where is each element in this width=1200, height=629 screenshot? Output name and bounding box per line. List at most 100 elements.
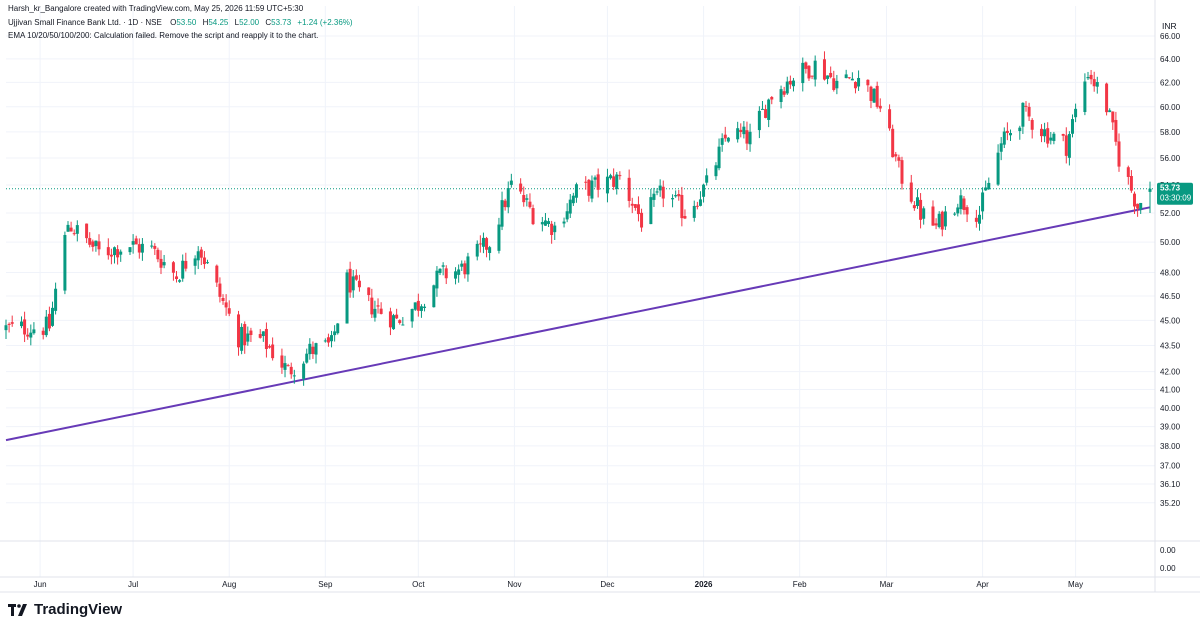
candle-body (271, 344, 275, 359)
candle (398, 319, 402, 325)
candle (1105, 82, 1109, 116)
candle (547, 217, 551, 228)
candle-body (388, 311, 392, 328)
author-line: Harsh_kr_Bangalore created with TradingV… (8, 4, 304, 13)
ema-indicator-legend[interactable]: EMA 10/20/50/100/200: Calculation failed… (8, 31, 318, 40)
candle-body (844, 74, 848, 79)
candle (531, 204, 535, 226)
candle (1074, 103, 1078, 123)
tradingview-logo[interactable]: TradingView (8, 601, 122, 618)
candle-body (677, 194, 681, 197)
candle-body (779, 89, 783, 102)
candle-body (891, 128, 895, 158)
candle (1039, 124, 1043, 143)
candle-body (525, 198, 529, 200)
candle-body (32, 329, 36, 334)
candle-body (937, 213, 941, 227)
candle (919, 193, 923, 229)
currency-label: INR (1162, 21, 1177, 31)
candle (844, 69, 848, 79)
candle-body (221, 298, 225, 302)
candle (271, 337, 275, 361)
candle-body (630, 203, 634, 206)
candle (832, 70, 836, 92)
candle-body (680, 194, 684, 219)
candle (410, 308, 414, 328)
y-tick-label: 43.50 (1160, 342, 1181, 351)
candle-body (485, 238, 489, 250)
y-tick-label: 45.00 (1160, 316, 1181, 325)
candle-body (23, 319, 27, 335)
candle (571, 192, 575, 206)
candle (323, 338, 327, 343)
candle-body (1021, 102, 1025, 127)
candle-body (888, 109, 892, 129)
pane-borders (0, 0, 1200, 593)
candle (788, 75, 792, 89)
candle-body (850, 78, 854, 81)
candle (627, 169, 631, 208)
candle-body (770, 97, 774, 100)
candle (1148, 181, 1152, 214)
candle-body (218, 283, 222, 297)
candle (32, 322, 36, 335)
candle (692, 200, 696, 222)
candle (109, 248, 113, 265)
candle-body (593, 177, 597, 180)
candle-body (392, 315, 396, 330)
candle (1126, 165, 1130, 185)
candle-body (326, 337, 330, 343)
y-tick-label: 48.00 (1160, 268, 1181, 277)
candle (308, 338, 312, 360)
candle-body (227, 308, 231, 314)
candle-body (475, 243, 479, 257)
candle-body (1105, 83, 1109, 113)
candle-body (866, 79, 870, 86)
candle-body (1052, 133, 1056, 141)
candle-body (909, 182, 913, 202)
candle (305, 348, 309, 364)
candle-body (857, 77, 861, 87)
candle (661, 180, 665, 208)
candle-body (357, 280, 361, 288)
candle (243, 321, 247, 354)
candle (596, 168, 600, 198)
candle (454, 267, 458, 285)
candle (463, 260, 467, 279)
candle (419, 304, 423, 318)
candle (438, 268, 442, 276)
candle (748, 123, 752, 152)
candle-body (196, 251, 200, 261)
candle-body (466, 256, 470, 275)
candle (1008, 129, 1012, 141)
candle-body (1030, 119, 1034, 130)
symbol-legend[interactable]: Ujjivan Small Finance Bank Ltd. · 1D · N… (8, 18, 353, 27)
candle-body (215, 265, 219, 283)
candle-body (584, 181, 588, 183)
candle-body (237, 314, 241, 348)
candle (503, 198, 507, 211)
candle (801, 57, 805, 92)
candle (702, 183, 706, 203)
candle-body (153, 245, 157, 249)
x-tick-label: Jul (128, 580, 138, 589)
symbol-name: Ujjivan Small Finance Bank Ltd. · 1D · N… (8, 18, 162, 27)
candle (1052, 131, 1056, 145)
candle (268, 344, 272, 349)
candle (742, 121, 746, 139)
trendline-layer (5, 188, 1155, 442)
x-tick-label: Aug (222, 580, 236, 589)
candle (1030, 118, 1034, 139)
candle (609, 173, 613, 180)
candle-body (69, 227, 73, 232)
candle (7, 322, 11, 333)
candle (633, 204, 637, 211)
candle (1049, 132, 1053, 145)
candle-body (571, 195, 575, 204)
candle-body (940, 211, 944, 230)
candle (671, 194, 675, 208)
candle (857, 70, 861, 91)
y-tick-label: 50.00 (1160, 238, 1181, 247)
candle-body (91, 241, 95, 247)
